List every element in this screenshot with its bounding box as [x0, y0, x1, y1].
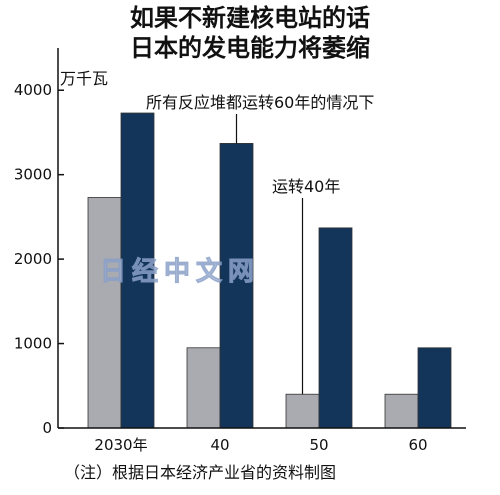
bar-series2-2 [318, 227, 353, 429]
leader-lines [235, 114, 304, 395]
bar-series1-3 [384, 393, 419, 429]
x-tick-label: 50 [309, 436, 328, 454]
bar-series1-1 [186, 347, 221, 429]
y-tick-label: 1000 [14, 335, 52, 353]
source-note: （注）根据日本经济产业省的资料制图 [64, 463, 336, 482]
chart-title-line-2: 日本的发电能力将萎缩 [130, 34, 370, 62]
bar-series2-0 [120, 112, 155, 429]
unit-label: 万千瓦 [60, 69, 108, 88]
y-tick-label: 2000 [14, 250, 52, 268]
chart-title-line-1: 如果不新建核电站的话 [130, 4, 370, 32]
x-tick-label: 2030年 [94, 436, 147, 454]
y-tick-label: 3000 [14, 166, 52, 184]
bars-layer [87, 112, 452, 429]
x-tick-label: 40 [210, 436, 229, 454]
y-tick-label: 4000 [14, 81, 52, 99]
bar-series2-3 [417, 347, 452, 429]
watermark: 日经中文网 [100, 256, 260, 287]
series-label-40-years: 运转40年 [272, 177, 340, 196]
bar-series2-1 [219, 143, 254, 429]
y-tick-labels: 0 1000 2000 3000 4000 [14, 81, 64, 437]
x-category-labels: 2030年 40 50 60 [94, 436, 427, 454]
bar-series1-0 [87, 197, 122, 429]
bar-series1-2 [285, 393, 320, 429]
y-tick-label: 0 [42, 419, 52, 437]
x-tick-label: 60 [408, 436, 427, 454]
series-label-60-years: 所有反应堆都运转60年的情况下 [146, 93, 374, 112]
